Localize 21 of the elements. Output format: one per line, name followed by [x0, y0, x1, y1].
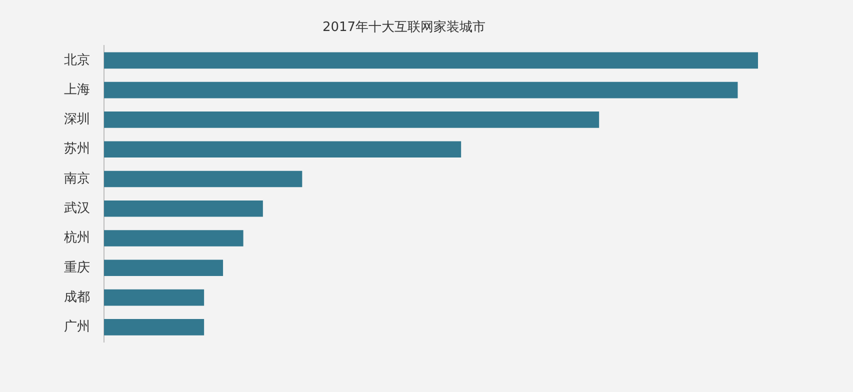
bar	[104, 82, 738, 98]
bar	[104, 260, 224, 276]
bar	[104, 170, 302, 188]
bar	[104, 319, 204, 336]
y-tick-label: 上海	[64, 82, 90, 98]
y-tick-label: 重庆	[64, 260, 90, 276]
bar	[104, 52, 758, 69]
y-tick-label: 广州	[64, 320, 90, 335]
bar	[104, 112, 600, 128]
y-tick-label: 武汉	[64, 200, 90, 216]
y-tick-label: 深圳	[64, 112, 90, 128]
y-tick-label: 南京	[64, 171, 90, 186]
y-tick-label: 杭州	[63, 230, 90, 246]
bar	[104, 141, 462, 158]
y-tick-label: 苏州	[64, 142, 90, 157]
bar	[104, 230, 244, 246]
bar	[104, 200, 263, 217]
bar	[104, 289, 204, 306]
y-tick-label: 成都	[64, 290, 90, 305]
y-tick-label: 北京	[64, 52, 90, 68]
chart-title: 2017年十大互联网家装城市	[322, 19, 486, 36]
